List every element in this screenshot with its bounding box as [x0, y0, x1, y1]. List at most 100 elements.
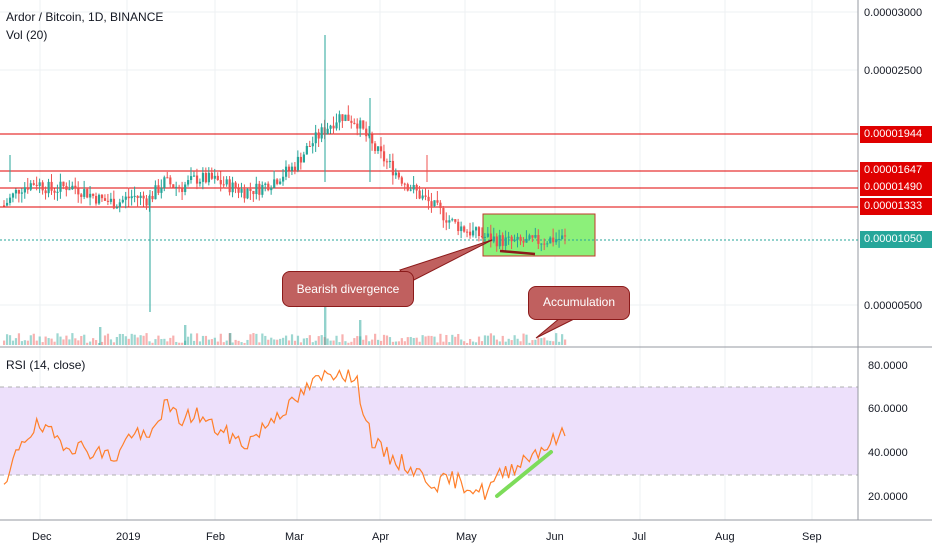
candle — [103, 194, 107, 201]
price-tick: 0.00002500 — [864, 65, 922, 77]
candle — [365, 121, 368, 142]
candle — [154, 180, 157, 200]
candle — [377, 146, 380, 154]
volume-bar — [347, 342, 350, 345]
candle — [290, 162, 294, 176]
candle — [448, 215, 451, 229]
candle — [555, 232, 558, 245]
volume-bar — [106, 333, 110, 345]
rsi-legend[interactable]: RSI (14, close) — [6, 358, 86, 372]
bearish-divergence-callout[interactable]: Bearish divergence — [282, 271, 414, 307]
candle — [77, 181, 80, 203]
candle — [471, 222, 475, 238]
volume-bar — [391, 341, 395, 345]
candle — [341, 114, 344, 128]
volume-bar — [190, 333, 193, 345]
volume-bar — [142, 335, 145, 345]
price-tick: 0.00003000 — [864, 7, 922, 19]
candle — [501, 232, 504, 252]
candle — [561, 229, 564, 240]
candle — [525, 230, 528, 243]
candle — [112, 190, 116, 210]
candle — [486, 227, 490, 238]
volume-bar — [166, 341, 169, 345]
rsi-line — [3, 369, 566, 500]
volume-bar — [169, 337, 172, 345]
volume-bar — [246, 339, 249, 345]
volume-bar — [219, 333, 222, 345]
candle — [421, 189, 424, 201]
candle — [454, 219, 457, 224]
volume-bar — [229, 333, 232, 345]
volume-bar — [433, 336, 436, 345]
volume-bar — [338, 342, 341, 345]
candle — [296, 150, 300, 173]
volume-bar — [192, 340, 196, 345]
volume-bar — [80, 336, 83, 345]
volume-bar — [53, 341, 56, 345]
candle — [282, 169, 285, 186]
accumulation-callout[interactable]: Accumulation — [528, 286, 630, 320]
volume-bar — [47, 338, 50, 345]
volume-bar — [492, 335, 495, 345]
volume-bar — [507, 338, 510, 345]
candle — [65, 182, 68, 197]
candle — [284, 160, 288, 181]
candle — [225, 176, 228, 187]
candle — [41, 180, 44, 195]
volume-bar — [145, 333, 148, 345]
volume-bar — [324, 305, 327, 345]
candle — [540, 243, 543, 252]
volume-bar — [83, 334, 86, 345]
candle — [213, 168, 216, 184]
volume-bar — [261, 333, 264, 345]
volume-bar — [528, 342, 531, 345]
volume-bar — [537, 338, 540, 345]
symbol-title[interactable]: Ardor / Bitcoin, 1D, BINANCE — [6, 10, 164, 24]
candles — [3, 35, 567, 312]
volume-legend[interactable]: Vol (20) — [6, 28, 48, 42]
volume-bar — [365, 335, 368, 345]
candle — [240, 182, 243, 198]
volume-bar — [59, 336, 62, 345]
volume-bar — [172, 335, 175, 345]
volume-bar — [222, 342, 225, 345]
divergence-bottom-line — [499, 249, 536, 256]
rsi-band — [0, 387, 858, 475]
volume-bar — [109, 339, 113, 345]
volume-bar — [71, 333, 74, 345]
candle — [95, 192, 98, 206]
volume-bar — [519, 341, 522, 345]
volume-bar — [546, 340, 549, 345]
candle — [3, 200, 6, 207]
candle — [314, 124, 317, 152]
volume-bar — [299, 342, 303, 345]
candle — [127, 187, 130, 207]
volume-bar — [489, 333, 492, 345]
price-tick: 0.00000500 — [864, 300, 922, 312]
candle — [374, 141, 377, 154]
volume-bar — [287, 340, 291, 345]
volume-bar — [225, 340, 228, 345]
volume-bar — [11, 340, 15, 345]
volume-bar — [454, 336, 457, 345]
volume-bar — [284, 335, 288, 345]
candle — [537, 229, 540, 249]
volume-bar — [409, 336, 412, 345]
volume-bar — [394, 341, 398, 345]
candle — [480, 227, 484, 239]
volume-bar — [549, 340, 552, 345]
candle — [136, 195, 139, 208]
volume-bar — [522, 333, 525, 345]
candle — [433, 200, 436, 207]
candle — [552, 228, 555, 247]
volume-bar — [201, 335, 205, 345]
volume-bar — [26, 340, 29, 345]
candle — [210, 167, 213, 180]
volume-bar — [20, 341, 24, 345]
candle — [442, 206, 445, 228]
candle — [397, 170, 400, 180]
candle — [317, 128, 320, 147]
volume-bar — [157, 335, 160, 345]
